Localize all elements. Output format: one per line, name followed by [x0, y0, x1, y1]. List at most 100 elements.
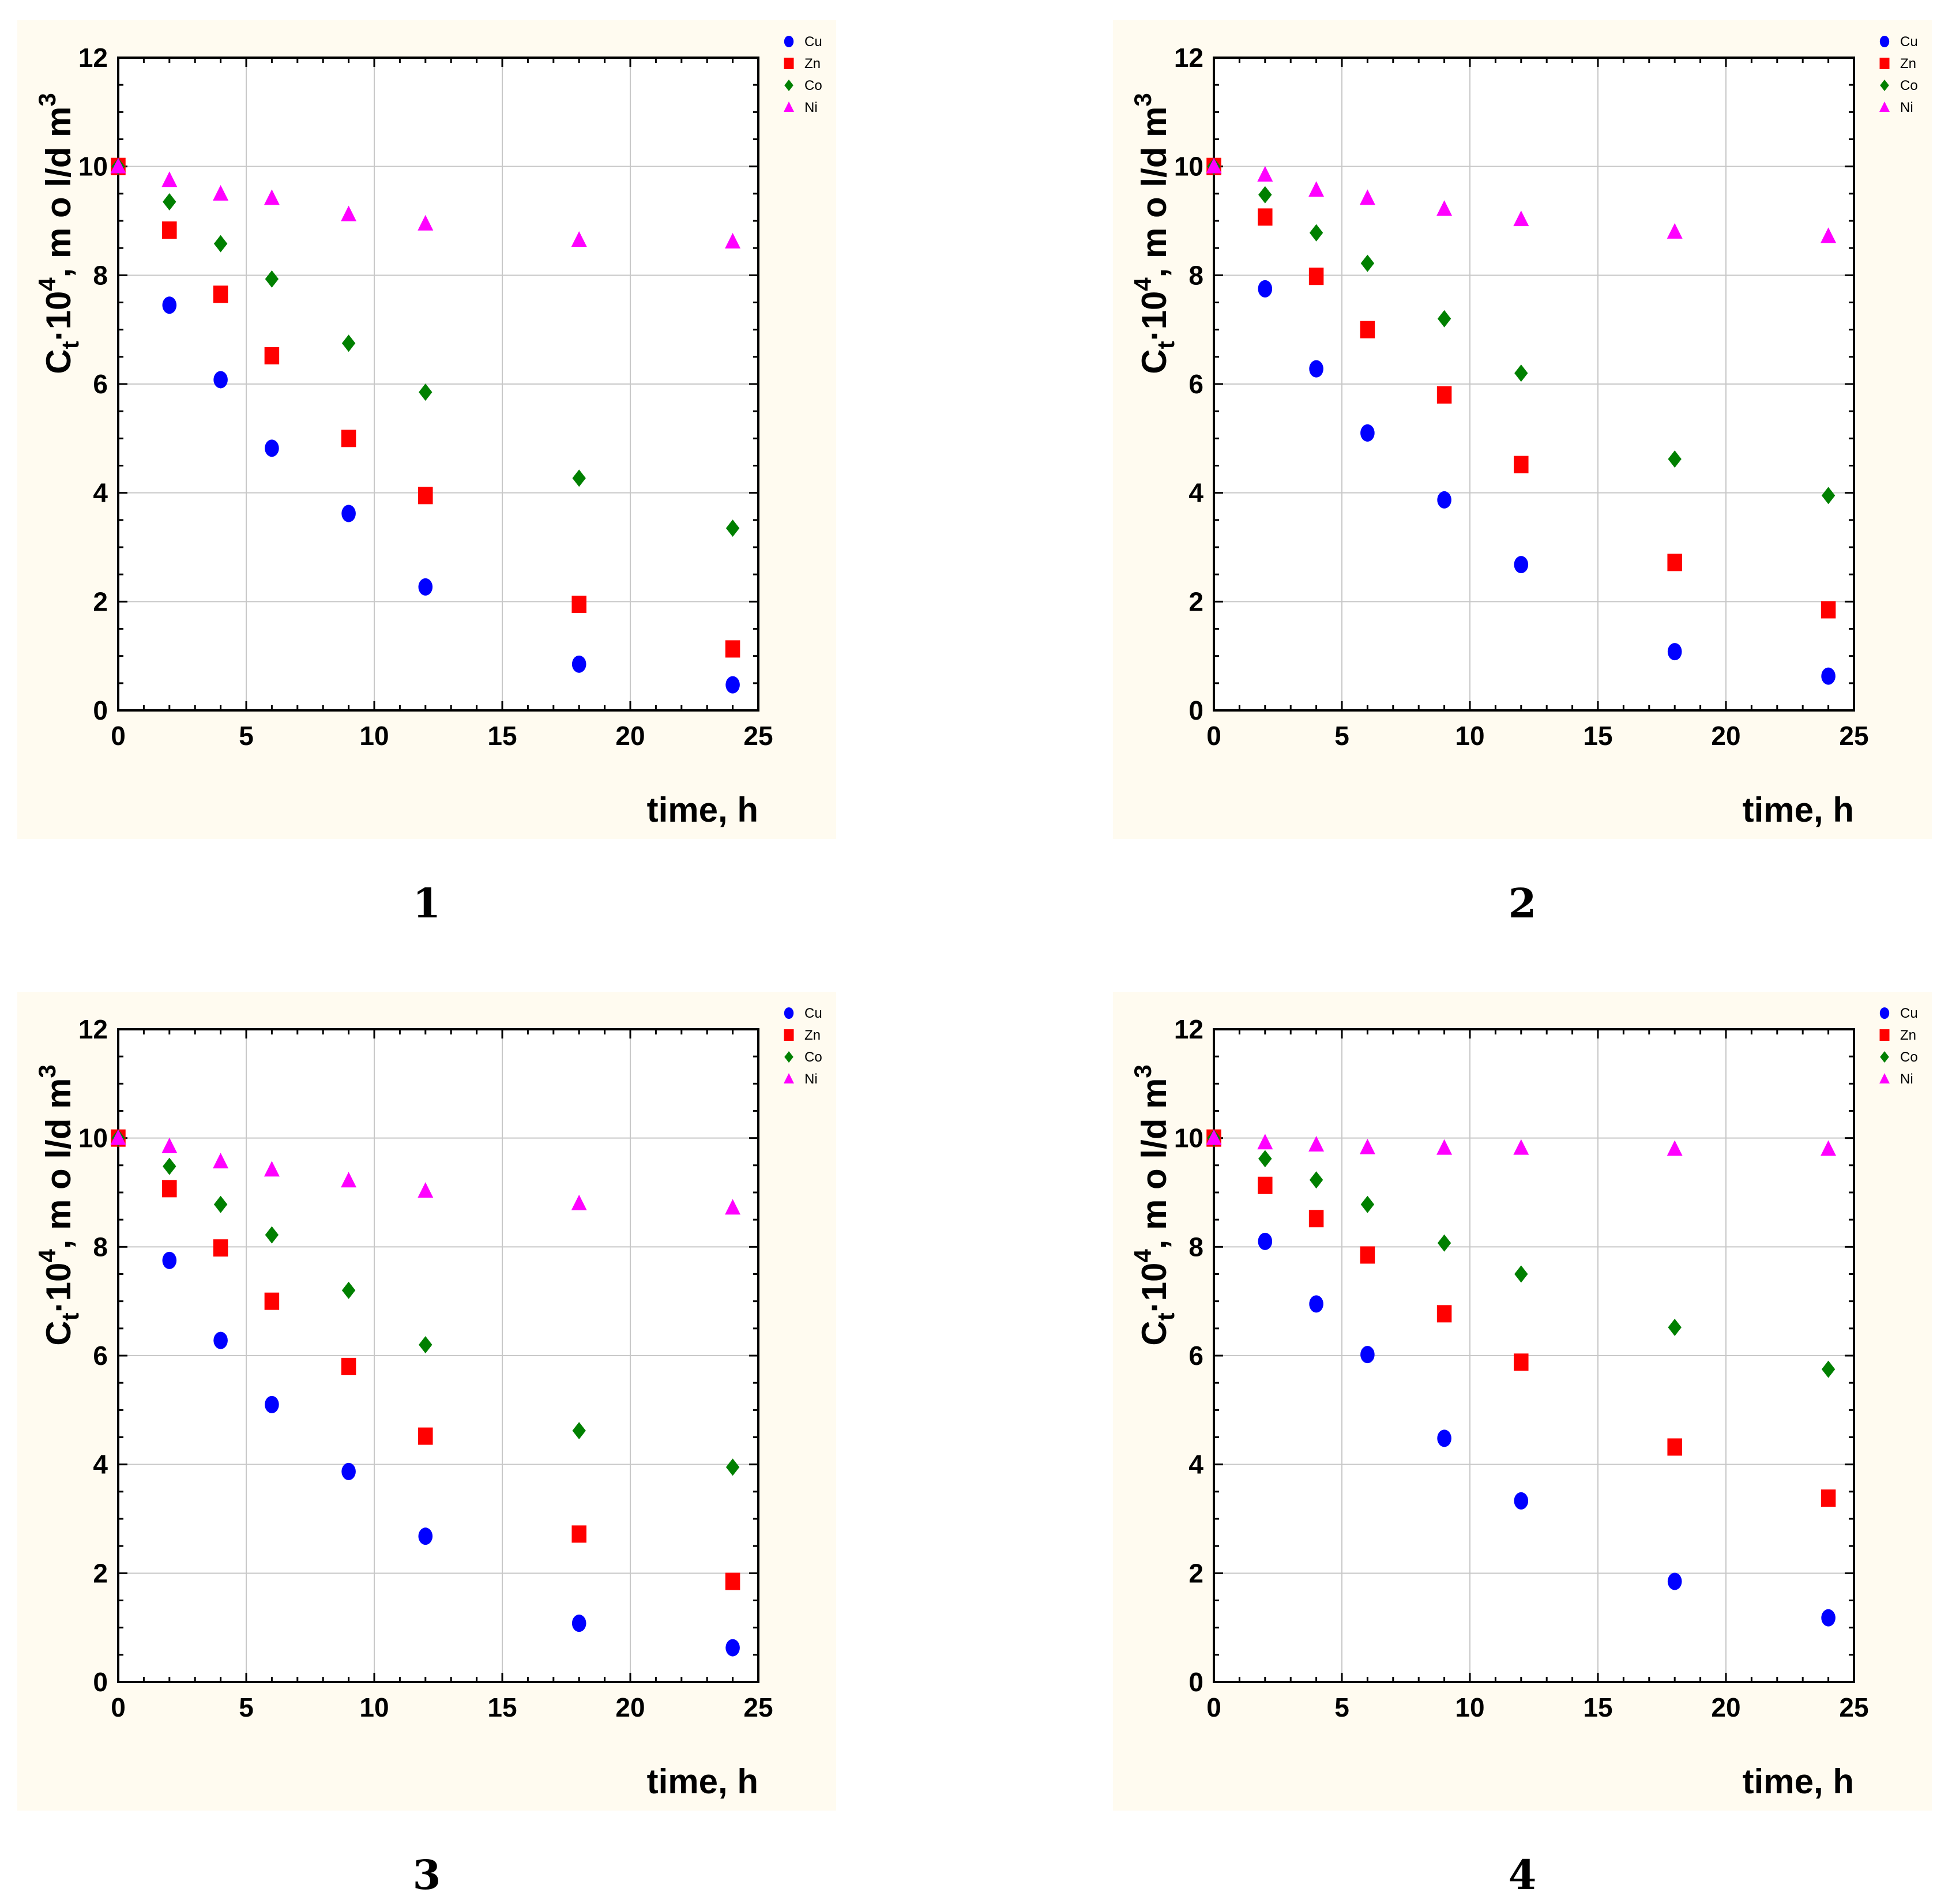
data-point-cu — [213, 371, 228, 389]
legend-label-cu: Cu — [804, 34, 822, 50]
x-tick-label: 15 — [1583, 1692, 1612, 1722]
legend: Cu Zn Co Ni — [1879, 1006, 1918, 1087]
data-point-ni — [1359, 1138, 1375, 1154]
data-point-co — [572, 469, 586, 487]
data-point-cu — [1258, 1232, 1273, 1250]
legend-label-zn: Zn — [804, 1028, 821, 1043]
data-point-cu — [1667, 643, 1682, 661]
series-ni — [110, 157, 741, 249]
data-point-co — [1258, 186, 1272, 204]
y-tick-label: 2 — [1188, 1558, 1203, 1588]
legend-marker-zn — [1879, 58, 1890, 69]
svg-text:Ct·104, m o l/d m3: Ct·104, m o l/d m3 — [1129, 1064, 1179, 1345]
x-tick-label: 10 — [359, 721, 389, 751]
legend-marker-co — [784, 80, 793, 91]
data-point-co — [1514, 364, 1528, 382]
data-point-co — [1514, 1265, 1528, 1283]
legend-marker-cu — [784, 1007, 794, 1019]
data-point-ni — [1513, 1139, 1529, 1155]
panel-caption-2: 2 — [1508, 879, 1537, 927]
x-tick-label: 0 — [1206, 721, 1221, 751]
data-point-cu — [1309, 1295, 1323, 1313]
legend-marker-co — [1880, 80, 1889, 91]
data-point-ni — [1206, 1129, 1222, 1145]
data-point-cu — [418, 1527, 433, 1545]
x-tick-label: 5 — [239, 1692, 254, 1722]
data-point-ni — [571, 231, 587, 247]
data-point-zn — [1667, 1438, 1682, 1456]
x-tick-label: 20 — [615, 1692, 645, 1722]
data-point-zn — [1514, 1353, 1529, 1371]
data-point-co — [1821, 487, 1836, 505]
chart-panel-1: 0 2 4 6 8 10 12 0 5 10 15 20 25 Cu Zn Co Ni Ct·104, m o … — [17, 20, 836, 839]
data-point-cu — [1360, 1346, 1375, 1364]
y-tick-label: 8 — [1188, 1232, 1203, 1262]
y-tick-label: 2 — [1188, 586, 1203, 616]
y-axis-title: Ct·104, m o l/d m3 — [33, 93, 84, 374]
legend-label-co: Co — [1900, 1049, 1918, 1065]
x-tick-label: 20 — [1711, 1692, 1740, 1722]
x-tick-label: 25 — [1839, 721, 1868, 751]
panel-caption-4: 4 — [1508, 1851, 1537, 1899]
x-tick-label: 5 — [239, 721, 254, 751]
chart-panel-3: 0 2 4 6 8 10 12 0 5 10 15 20 25 Cu Zn Co Ni Ct·104, m o … — [17, 992, 836, 1811]
legend-marker-zn — [784, 1029, 794, 1041]
data-point-cu — [1360, 424, 1375, 442]
y-tick-label: 12 — [1174, 1014, 1203, 1044]
legend-label-co: Co — [1900, 78, 1918, 93]
legend-marker-ni — [784, 101, 794, 112]
y-tick-label: 4 — [1188, 478, 1203, 508]
x-axis-title: time, h — [647, 1762, 758, 1801]
x-tick-label: 0 — [1206, 1692, 1221, 1722]
x-tick-label: 25 — [1839, 1692, 1868, 1722]
y-tick-label: 0 — [93, 1667, 108, 1697]
data-point-zn — [1308, 1210, 1324, 1228]
data-point-co — [725, 1458, 740, 1476]
data-point-cu — [265, 1395, 279, 1413]
data-point-co — [341, 334, 356, 352]
data-point-ni — [1308, 181, 1325, 197]
series-zn — [111, 1129, 740, 1590]
data-point-ni — [341, 1172, 357, 1188]
series-ni — [1206, 157, 1837, 243]
data-point-zn — [1667, 554, 1682, 571]
data-point-zn — [1436, 386, 1452, 404]
data-point-co — [1309, 224, 1323, 242]
data-point-ni — [418, 215, 434, 231]
data-point-cu — [571, 1615, 586, 1632]
data-point-ni — [161, 1137, 178, 1153]
legend-label-ni: Ni — [804, 1071, 818, 1087]
data-point-ni — [213, 185, 229, 201]
y-tick-label: 0 — [1188, 695, 1203, 725]
scatter-chart-1: 0 2 4 6 8 10 12 0 5 10 15 20 25 Cu Zn Co Ni Ct·104, m o … — [33, 34, 822, 829]
legend: Cu Zn Co Ni — [784, 34, 822, 115]
data-point-zn — [418, 487, 433, 505]
data-point-co — [1360, 254, 1375, 272]
x-tick-label: 0 — [111, 1692, 126, 1722]
data-point-ni — [1359, 189, 1375, 205]
data-point-cu — [725, 1639, 740, 1657]
data-point-ni — [110, 1129, 126, 1145]
x-tick-label: 10 — [359, 1692, 389, 1722]
data-point-cu — [725, 676, 740, 694]
data-point-zn — [725, 1572, 740, 1590]
data-point-ni — [725, 1199, 741, 1215]
data-point-cu — [1667, 1572, 1682, 1590]
data-point-ni — [110, 157, 126, 174]
legend-label-co: Co — [804, 78, 822, 93]
y-tick-label: 10 — [78, 152, 108, 182]
y-axis-title: Ct·104, m o l/d m3 — [1129, 1064, 1179, 1345]
data-point-co — [1821, 1360, 1836, 1378]
data-point-ni — [1513, 210, 1529, 227]
y-tick-label: 12 — [78, 43, 108, 73]
y-tick-label: 6 — [1188, 1341, 1203, 1371]
data-point-cu — [1821, 1609, 1836, 1627]
y-tick-label: 12 — [1174, 43, 1203, 73]
x-tick-label: 20 — [615, 721, 645, 751]
data-point-cu — [1309, 360, 1323, 378]
x-tick-label: 25 — [743, 1692, 773, 1722]
data-point-zn — [341, 430, 356, 447]
x-tick-label: 5 — [1334, 721, 1349, 751]
data-point-co — [341, 1281, 356, 1299]
grid — [1214, 1029, 1854, 1682]
